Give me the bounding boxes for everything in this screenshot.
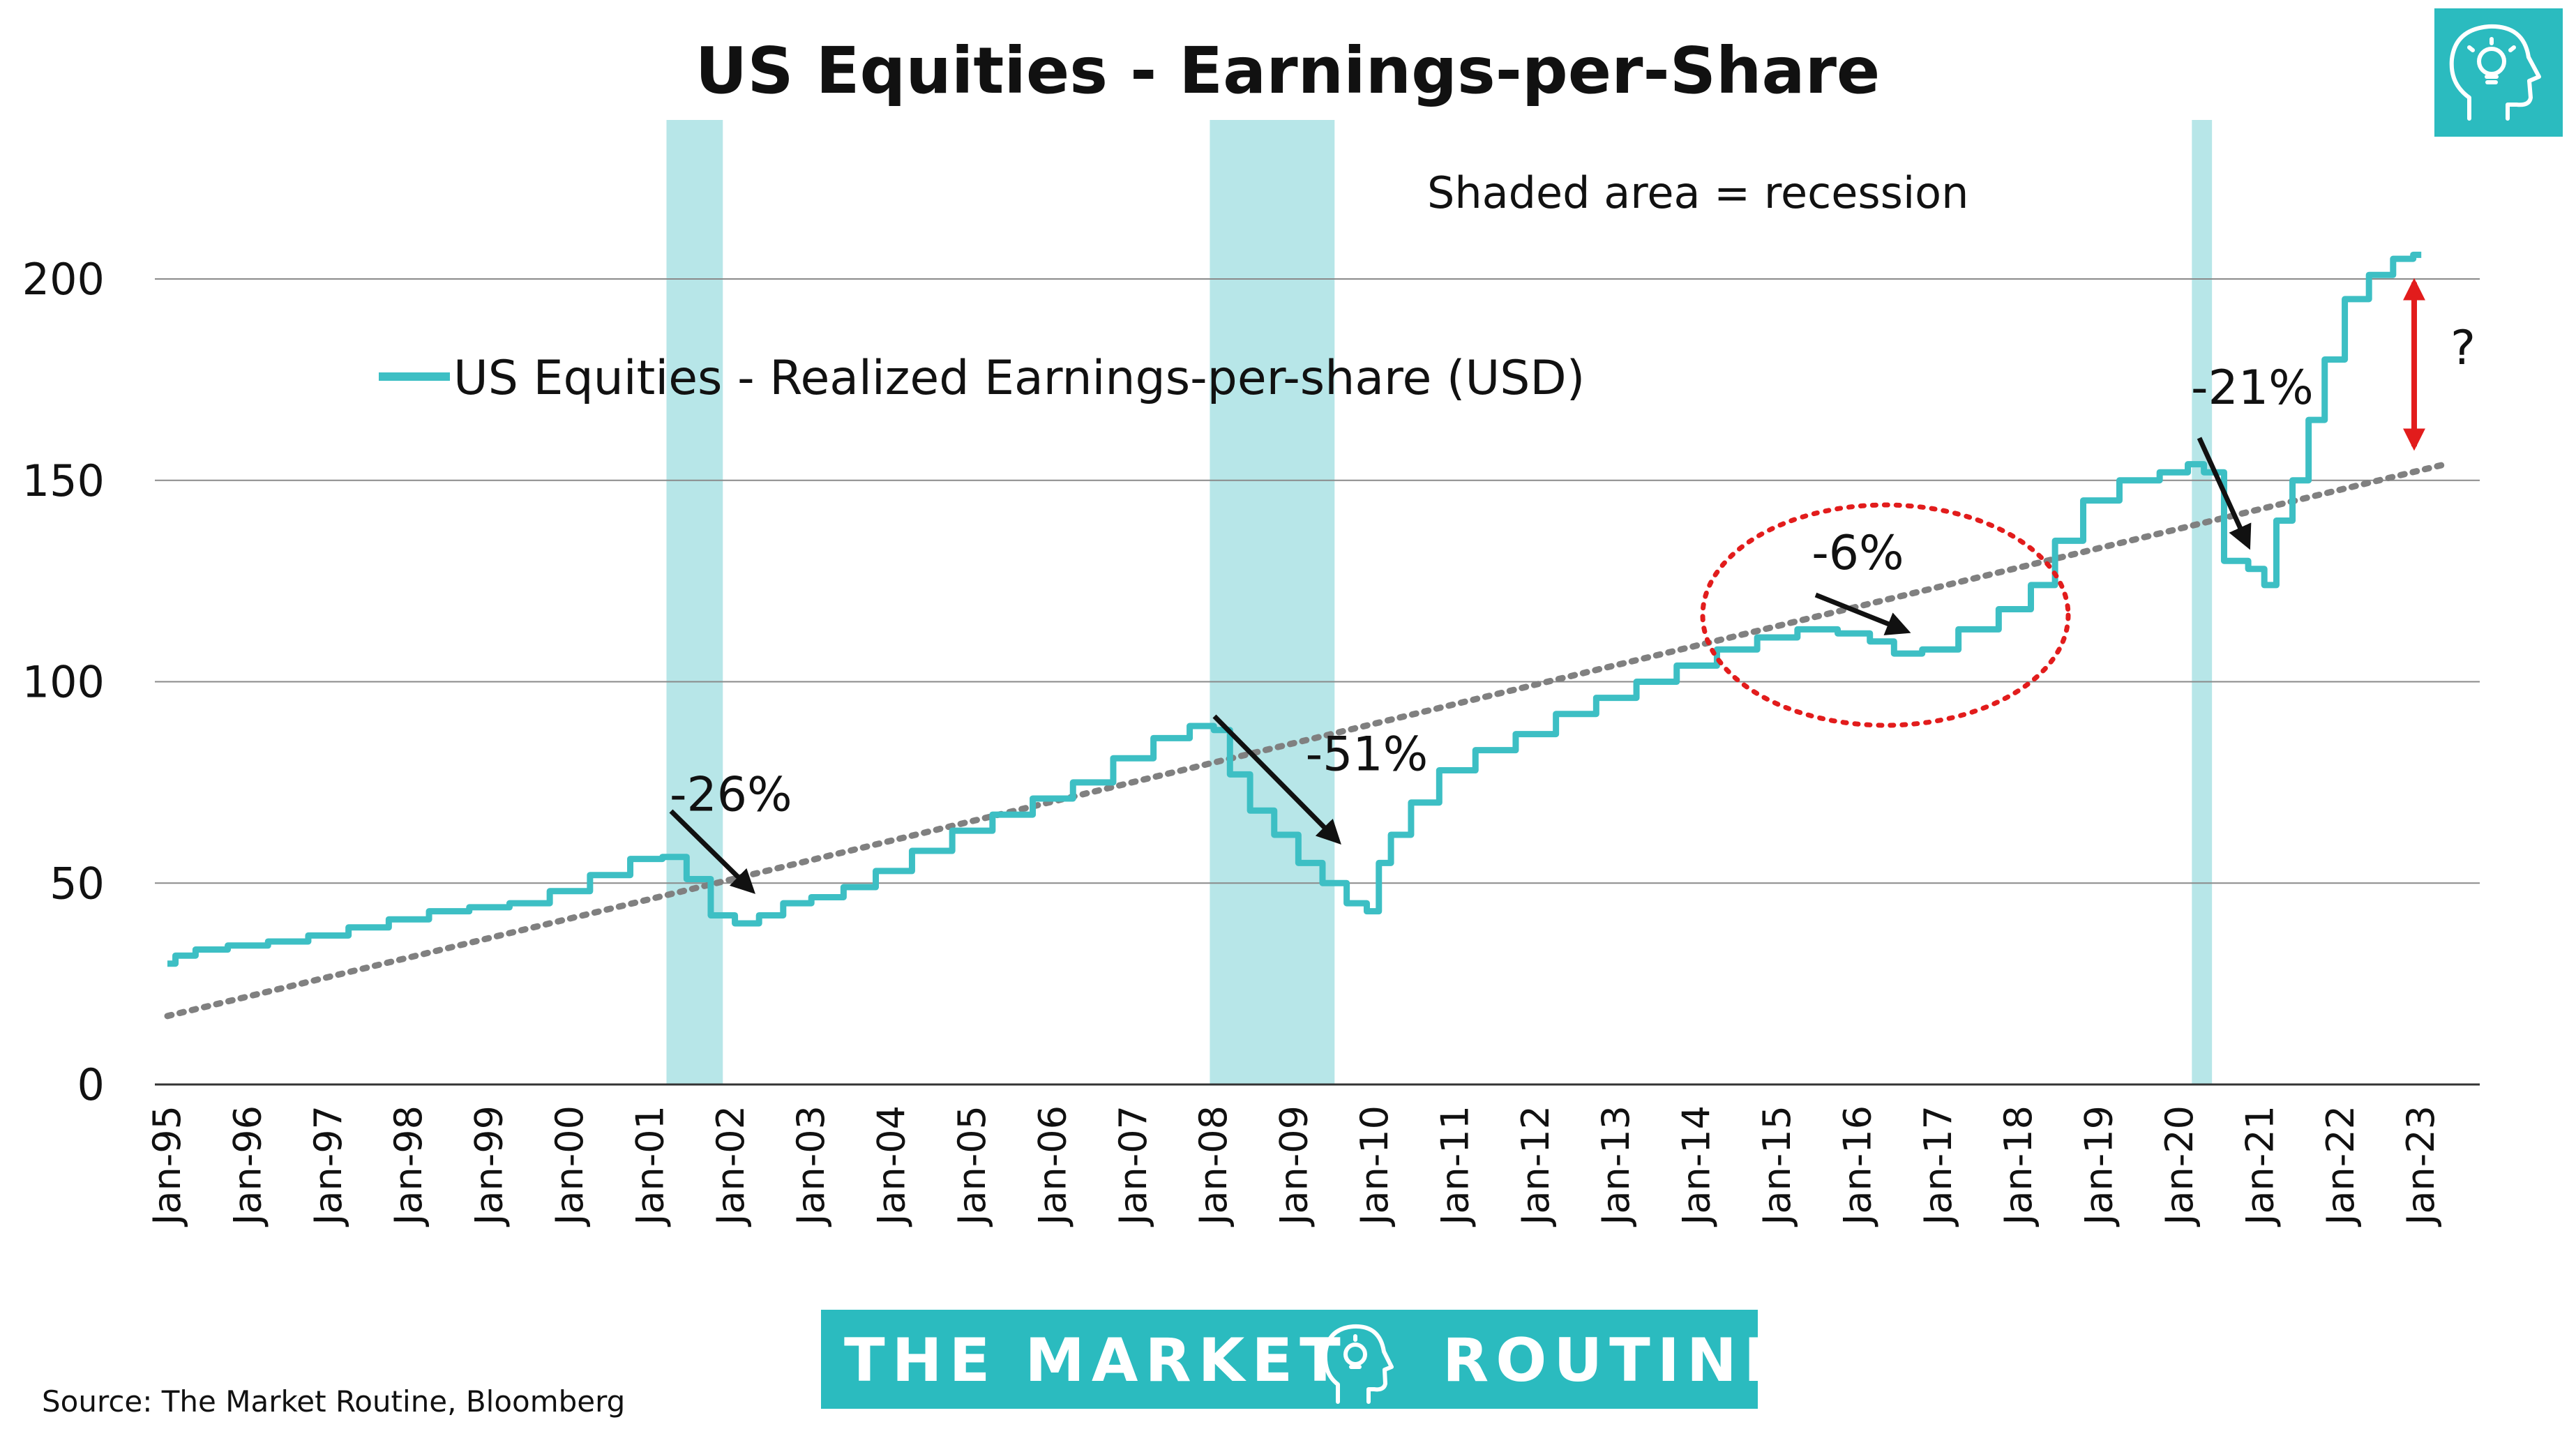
x-tick-label: Jan-98: [386, 1105, 430, 1227]
x-tick-label: Jan-13: [1594, 1105, 1638, 1227]
x-axis-ticks: Jan-95 Jan-96 Jan-97 Jan-98 Jan-99 Jan-00 Jan-…: [145, 1105, 2443, 1227]
head-lightbulb-icon: [2449, 24, 2541, 121]
series-line-eps: [167, 251, 2422, 967]
x-tick-label: Jan-05: [950, 1105, 994, 1227]
annotations: -26% -51% -6% -21%: [670, 361, 2314, 822]
arrow-2020: [2197, 437, 2252, 550]
x-tick-label: Jan-21: [2238, 1105, 2282, 1227]
x-tick-label: Jan-95: [145, 1105, 189, 1227]
legend-label: US Equities - Realized Earnings-per-shar…: [453, 351, 1585, 406]
brand-logo-icon: [1323, 1324, 1394, 1404]
x-tick-label: Jan-16: [1835, 1105, 1879, 1227]
x-tick-label: Jan-12: [1514, 1105, 1558, 1227]
annotation-label-3: -21%: [2191, 361, 2314, 416]
logo-badge: [2434, 8, 2563, 137]
y-tick-label: 200: [22, 254, 105, 305]
recession-note: Shaded area = recession: [1427, 167, 1968, 218]
x-tick-label: Jan-11: [1433, 1105, 1477, 1227]
y-axis-ticks: 0 50 100 150 200: [22, 254, 105, 1110]
legend: US Equities - Realized Earnings-per-shar…: [379, 351, 1585, 406]
recession-band-2: [2192, 120, 2213, 1084]
chart-title: US Equities - Earnings-per-Share: [695, 33, 1881, 108]
x-tick-label: Jan-14: [1675, 1105, 1719, 1227]
annotation-label-2: -6%: [1812, 526, 1904, 581]
x-tick-label: Jan-02: [709, 1105, 753, 1227]
trend-line: [164, 461, 2449, 1020]
y-tick-label: 50: [50, 858, 105, 909]
source-note: Source: The Market Routine, Bloomberg: [42, 1384, 625, 1419]
x-tick-label: Jan-00: [548, 1105, 592, 1227]
x-tick-label: Jan-96: [225, 1105, 269, 1227]
gap-question: ?: [2450, 321, 2476, 376]
x-tick-label: Jan-99: [467, 1105, 511, 1227]
brand-banner: THE MARKET ROUTINE: [821, 1310, 1792, 1409]
brand-text-right: ROUTINE: [1443, 1326, 1792, 1396]
x-tick-label: Jan-18: [1996, 1105, 2040, 1227]
x-tick-label: Jan-22: [2319, 1105, 2363, 1227]
x-tick-label: Jan-03: [789, 1105, 833, 1227]
highlight-ellipse: [1700, 502, 2071, 728]
x-tick-label: Jan-09: [1272, 1105, 1316, 1227]
recession-bands: [666, 120, 2213, 1084]
x-tick-label: Jan-17: [1916, 1105, 1960, 1227]
y-tick-label: 0: [77, 1059, 105, 1110]
annotation-label-1: -51%: [1306, 727, 1429, 782]
arrow-2015: [1814, 592, 1911, 635]
x-tick-label: Jan-06: [1030, 1105, 1074, 1227]
x-tick-label: Jan-04: [870, 1105, 914, 1227]
recession-band-0: [666, 120, 723, 1084]
x-tick-label: Jan-97: [306, 1105, 350, 1227]
x-tick-label: Jan-19: [2077, 1105, 2121, 1227]
gridlines: [155, 278, 2480, 884]
x-tick-label: Jan-20: [2157, 1105, 2201, 1227]
x-tick-label: Jan-07: [1111, 1105, 1155, 1227]
x-tick-label: Jan-23: [2399, 1105, 2443, 1227]
y-tick-label: 100: [22, 657, 105, 708]
recession-band-1: [1210, 120, 1335, 1084]
y-tick-label: 150: [22, 455, 105, 506]
arrow-2001: [669, 809, 755, 894]
annotation-label-0: -26%: [670, 767, 792, 822]
brand-text-left: THE MARKET: [844, 1326, 1348, 1396]
arrow-2008: [1212, 714, 1341, 845]
x-tick-label: Jan-01: [628, 1105, 672, 1227]
x-tick-label: Jan-08: [1191, 1105, 1235, 1227]
x-tick-label: Jan-10: [1353, 1105, 1396, 1227]
x-tick-label: Jan-15: [1755, 1105, 1799, 1227]
